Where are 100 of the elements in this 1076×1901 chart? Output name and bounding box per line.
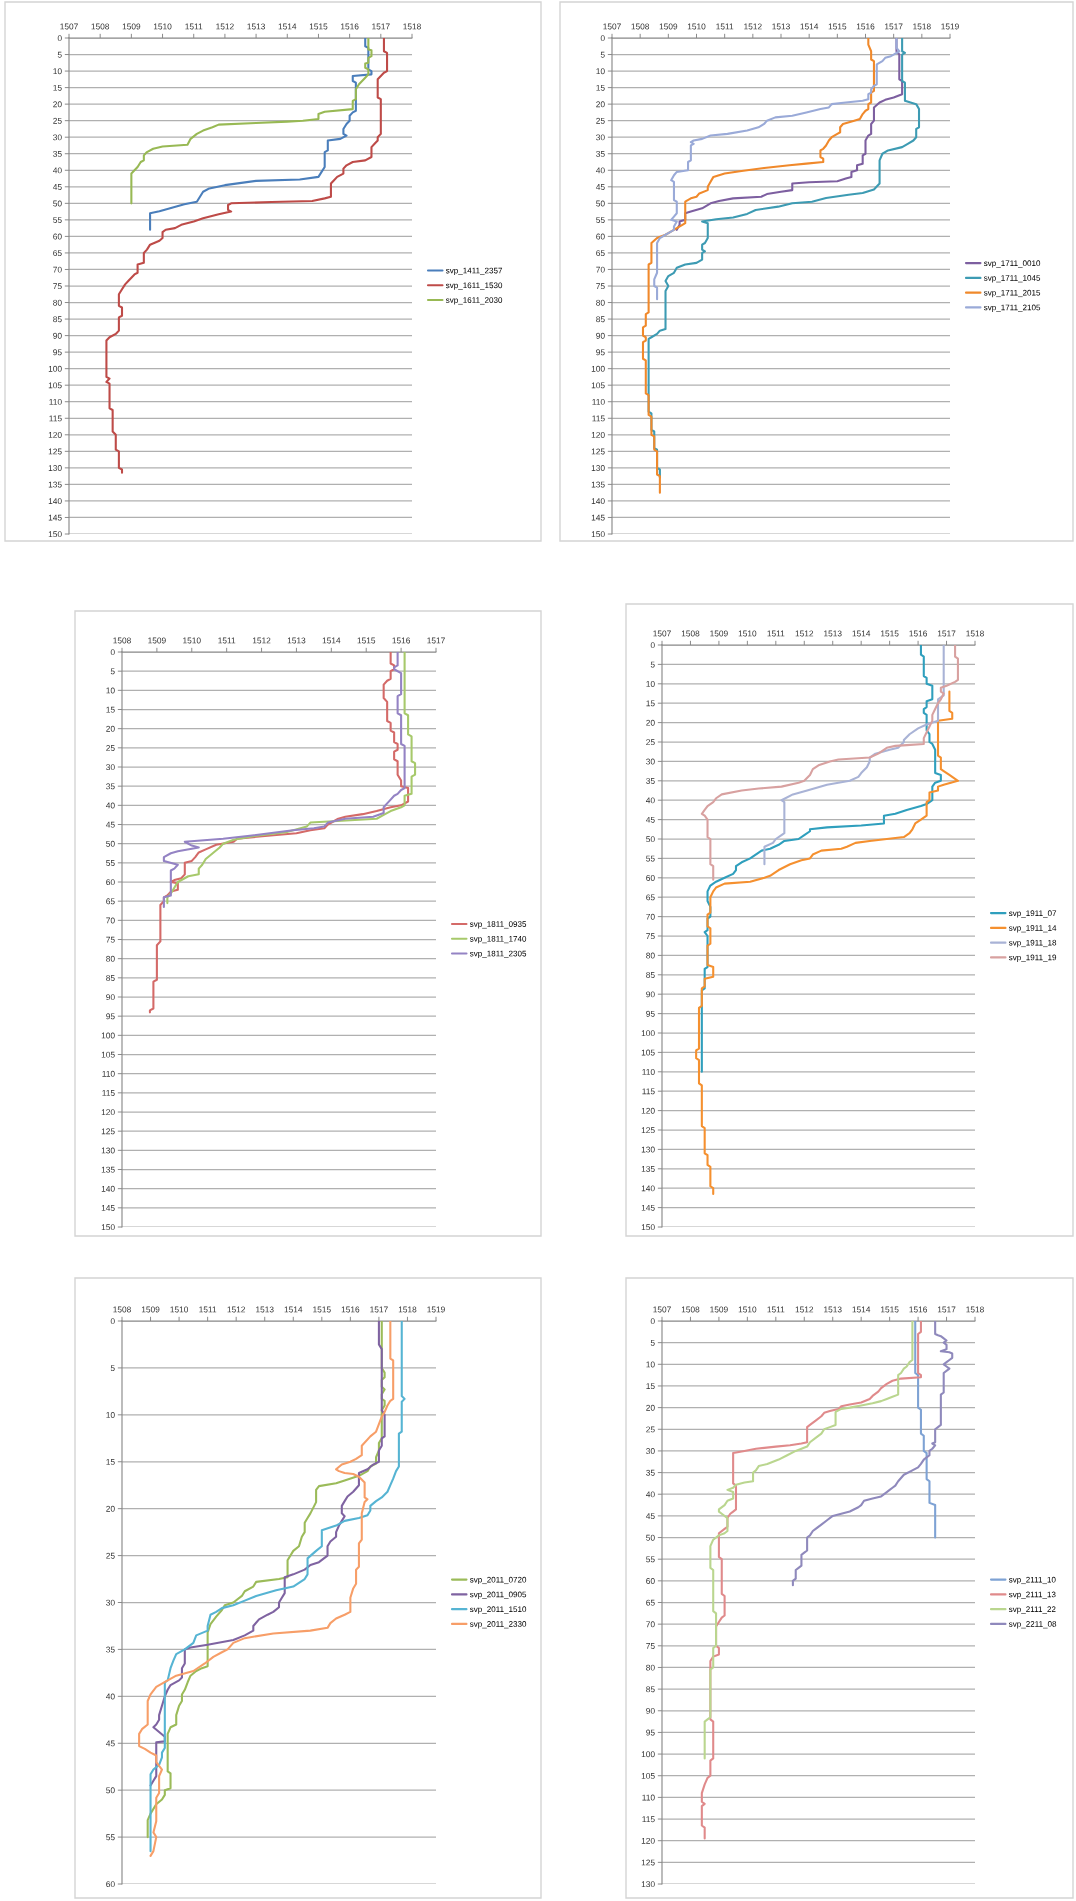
- y-tick-label: 110: [592, 398, 605, 405]
- y-tick-label: 5: [650, 1339, 655, 1346]
- y-tick-label: 100: [641, 1030, 655, 1037]
- line-series: [130, 38, 373, 205]
- y-tick-label: 80: [106, 955, 115, 962]
- y-tick-label: 40: [105, 802, 115, 809]
- y-tick-label: 70: [53, 266, 62, 273]
- y-tick-label: 55: [646, 855, 655, 862]
- x-tick-label: 1518: [966, 1306, 984, 1313]
- x-tick-label: 1512: [795, 1306, 814, 1313]
- line-series: [105, 38, 389, 474]
- x-tick-label: 1511: [767, 1306, 785, 1313]
- y-tick-label: 10: [106, 1412, 115, 1418]
- x-tick-label: 1518: [913, 23, 931, 30]
- y-tick-label: 40: [645, 797, 655, 804]
- x-tick-label: 1508: [681, 630, 700, 637]
- y-tick-label: 115: [592, 415, 605, 422]
- legend-label: svp_1911_18: [1008, 939, 1057, 948]
- y-tick-label: 50: [106, 1787, 115, 1794]
- y-tick-label: 130: [101, 1147, 115, 1154]
- y-tick-label: 70: [596, 266, 605, 273]
- legend-label: svp_2111_10: [1008, 1576, 1056, 1585]
- y-tick-label: 85: [646, 1686, 655, 1693]
- x-tick-label: 1516: [909, 630, 927, 637]
- x-tick-label: 1512: [227, 1306, 246, 1313]
- x-tick-label: 1518: [398, 1306, 417, 1313]
- y-tick-label: 30: [106, 764, 115, 771]
- y-tick-label: 0: [110, 1318, 115, 1325]
- y-tick-label: 130: [591, 465, 605, 471]
- x-tick-label: 1512: [744, 23, 762, 30]
- y-tick-label: 5: [650, 661, 655, 668]
- y-tick-label: 60: [646, 1578, 655, 1584]
- y-tick-label: 105: [48, 382, 62, 389]
- x-tick-label: 1518: [966, 630, 984, 637]
- y-tick-label: 105: [591, 382, 605, 389]
- legend-label: svp_2011_1510: [469, 1606, 527, 1614]
- x-tick-label: 1515: [881, 1306, 899, 1313]
- x-tick-label: 1508: [681, 1306, 700, 1313]
- x-tick-label: 1513: [256, 1306, 274, 1313]
- x-tick-label: 1514: [852, 630, 871, 637]
- line-series: [703, 1321, 914, 1760]
- x-tick-label: 1513: [772, 23, 790, 30]
- x-tick-label: 1514: [284, 1306, 303, 1313]
- x-tick-label: 1510: [687, 23, 706, 30]
- y-tick-label: 150: [641, 1224, 655, 1231]
- legend-label: svp_1711_1045: [983, 275, 1041, 283]
- y-tick-label: 70: [646, 1621, 655, 1628]
- x-tick-label: 1508: [631, 23, 650, 30]
- y-tick-label: 90: [53, 332, 62, 339]
- y-tick-label: 75: [646, 933, 655, 940]
- y-tick-label: 20: [596, 101, 605, 108]
- y-tick-label: 30: [646, 1448, 655, 1455]
- line-series: [641, 38, 875, 494]
- x-tick-label: 1512: [795, 630, 814, 637]
- legend-label: svp_1711_0010: [983, 260, 1041, 268]
- x-tick-label: 1508: [113, 1306, 131, 1313]
- y-tick-label: 95: [596, 349, 605, 356]
- y-tick-label: 25: [596, 117, 605, 124]
- y-tick-label: 125: [101, 1128, 115, 1135]
- y-tick-label: 120: [591, 432, 605, 438]
- y-tick-label: 60: [53, 233, 62, 240]
- x-tick-label: 1509: [659, 23, 678, 30]
- y-tick-label: 60: [596, 233, 605, 240]
- x-tick-label: 1508: [91, 23, 110, 30]
- line-series: [149, 38, 373, 231]
- y-tick-label: 120: [101, 1109, 115, 1116]
- y-tick-label: 0: [110, 649, 115, 656]
- x-tick-label: 1514: [278, 23, 297, 30]
- x-tick-label: 1510: [183, 637, 201, 644]
- y-tick-label: 10: [106, 687, 115, 694]
- y-tick-label: 20: [106, 1505, 115, 1512]
- y-tick-label: 105: [641, 1772, 655, 1779]
- y-tick-label: 30: [53, 134, 62, 141]
- line-series: [791, 1321, 954, 1587]
- x-tick-label: 1514: [800, 23, 819, 30]
- y-tick-label: 10: [596, 68, 605, 75]
- x-tick-label: 1518: [403, 23, 421, 30]
- x-tick-label: 1509: [148, 637, 166, 644]
- x-tick-label: 1507: [603, 23, 621, 30]
- x-tick-label: 1508: [113, 637, 131, 644]
- x-tick-label: 1510: [738, 630, 757, 637]
- y-tick-label: 30: [596, 134, 605, 141]
- y-tick-label: 0: [650, 642, 655, 649]
- y-tick-label: 95: [646, 1010, 655, 1017]
- y-tick-label: 15: [596, 84, 605, 91]
- y-tick-label: 130: [641, 1881, 655, 1888]
- legend-label: svp_2111_13: [1008, 1591, 1056, 1599]
- y-tick-label: 75: [646, 1643, 655, 1649]
- x-tick-label: 1507: [653, 1306, 671, 1313]
- y-tick-label: 145: [591, 514, 605, 521]
- legend-label: svp_2011_2330: [469, 1621, 527, 1629]
- y-tick-label: 10: [53, 68, 62, 75]
- x-tick-label: 1514: [322, 637, 341, 644]
- y-tick-label: 45: [595, 184, 605, 190]
- x-tick-label: 1517: [937, 1306, 956, 1313]
- y-tick-label: 0: [600, 35, 605, 42]
- x-tick-label: 1510: [738, 1306, 757, 1313]
- y-tick-label: 35: [106, 1646, 115, 1653]
- y-tick-label: 20: [646, 1404, 655, 1411]
- y-tick-label: 135: [48, 481, 62, 488]
